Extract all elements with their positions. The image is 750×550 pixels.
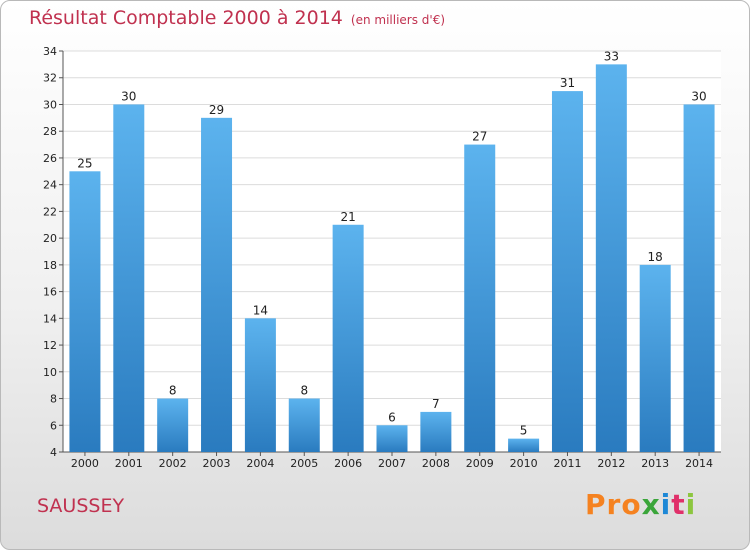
data-label-2011: 31 (560, 76, 575, 90)
x-tick-label-2005: 2005 (290, 457, 318, 470)
brand-letter: i (685, 488, 697, 521)
data-label-2004: 14 (253, 303, 268, 317)
x-tick-label-2008: 2008 (422, 457, 450, 470)
data-label-2009: 27 (472, 130, 487, 144)
bar-2005 (288, 398, 320, 452)
x-tick-label-2004: 2004 (246, 457, 274, 470)
bar-2008 (420, 411, 452, 452)
y-tick-label: 32 (43, 72, 57, 85)
y-tick-label: 18 (43, 259, 57, 272)
brand-letter: x (641, 488, 661, 521)
y-tick-label: 8 (50, 393, 57, 406)
data-label-2001: 30 (121, 89, 136, 103)
bar-2010 (508, 438, 540, 452)
y-tick-label: 34 (43, 45, 57, 58)
bar-2000 (69, 171, 101, 453)
bar-2003 (201, 117, 233, 452)
brand-letter: P (585, 488, 607, 521)
bar-2013 (639, 264, 671, 452)
bar-2014 (683, 104, 715, 452)
x-tick-label-2002: 2002 (159, 457, 187, 470)
data-label-2013: 18 (648, 250, 663, 264)
y-tick-label: 20 (43, 232, 57, 245)
y-tick-label: 30 (43, 98, 57, 111)
data-label-2005: 8 (300, 384, 308, 398)
x-tick-label-2003: 2003 (203, 457, 231, 470)
brand-letter: i (660, 488, 672, 521)
y-tick-label: 24 (43, 179, 57, 192)
y-tick-label: 16 (43, 286, 57, 299)
x-tick-label-2000: 2000 (71, 457, 99, 470)
data-label-2002: 8 (169, 384, 177, 398)
data-label-2000: 25 (77, 156, 92, 170)
data-label-2007: 6 (388, 410, 396, 424)
x-tick-label-2009: 2009 (466, 457, 494, 470)
y-tick-label: 6 (50, 419, 57, 432)
x-tick-label-2001: 2001 (115, 457, 143, 470)
brand-logo: Proxiti (585, 488, 696, 521)
y-tick-label: 10 (43, 366, 57, 379)
x-tick-label-2011: 2011 (553, 457, 581, 470)
x-tick-label-2014: 2014 (685, 457, 713, 470)
y-tick-label: 4 (50, 446, 57, 459)
data-label-2006: 21 (340, 210, 355, 224)
x-tick-label-2006: 2006 (334, 457, 362, 470)
data-label-2010: 5 (520, 424, 528, 438)
x-tick-label-2010: 2010 (510, 457, 538, 470)
brand-letter: o (621, 488, 642, 521)
bar-2011 (551, 91, 583, 452)
commune-name: SAUSSEY (37, 495, 125, 517)
bar-2007 (376, 425, 408, 452)
x-tick-label-2012: 2012 (597, 457, 625, 470)
x-tick-label-2007: 2007 (378, 457, 406, 470)
data-label-2003: 29 (209, 103, 224, 117)
data-label-2008: 7 (432, 397, 440, 411)
brand-letter: r (606, 488, 622, 521)
y-tick-label: 28 (43, 125, 57, 138)
bar-2009 (464, 144, 496, 453)
brand-letter: t (671, 488, 686, 521)
bar-2004 (244, 318, 276, 452)
chart-title: Résultat Comptable 2000 à 2014 (en millie… (29, 7, 445, 29)
bar-2002 (157, 398, 189, 452)
data-label-2012: 33 (604, 49, 619, 63)
chart-title-text: Résultat Comptable 2000 à 2014 (29, 7, 343, 29)
x-tick-label-2013: 2013 (641, 457, 669, 470)
y-tick-label: 26 (43, 152, 57, 165)
chart-subtitle: (en milliers d'€) (350, 13, 446, 27)
bar-2006 (332, 224, 364, 452)
y-tick-label: 12 (43, 339, 57, 352)
bar-2012 (595, 64, 627, 452)
bar-2001 (113, 104, 145, 452)
y-tick-label: 14 (43, 312, 57, 325)
y-tick-label: 22 (43, 205, 57, 218)
data-label-2014: 30 (691, 89, 706, 103)
